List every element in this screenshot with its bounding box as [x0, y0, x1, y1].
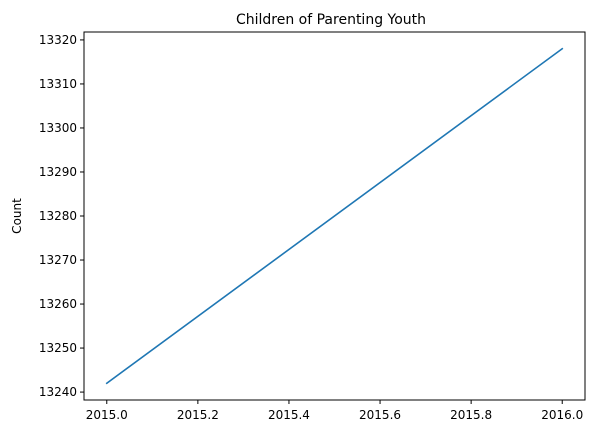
y-tick-label: 13300: [39, 121, 77, 135]
x-tick-label: 2016.0: [541, 408, 583, 422]
y-axis-ticks: 13240 13250 13260 13270 13280 13290 13300 13310…: [39, 33, 84, 399]
x-tick-label: 2015.4: [268, 408, 310, 422]
y-tick-label: 13290: [39, 165, 77, 179]
x-tick-label: 2015.6: [359, 408, 401, 422]
x-tick-label: 2015.8: [450, 408, 492, 422]
y-tick-label: 13280: [39, 209, 77, 223]
chart-title: Children of Parenting Youth: [236, 12, 426, 28]
y-tick-label: 13270: [39, 253, 77, 267]
y-tick-label: 13240: [39, 385, 77, 399]
plot-frame: [83, 31, 586, 401]
x-tick-label: 2015.0: [86, 408, 128, 422]
y-tick-label: 13260: [39, 297, 77, 311]
y-tick-label: 13310: [39, 77, 77, 91]
y-axis-label: Count: [10, 198, 24, 234]
x-tick-label: 2015.2: [177, 408, 219, 422]
y-tick-label: 13250: [39, 341, 77, 355]
y-tick-label: 13320: [39, 33, 77, 47]
x-axis-ticks: 2015.0 2015.2 2015.4 2015.6 2015.8 2016.0: [86, 400, 583, 422]
series-layer: [105, 47, 564, 385]
series-line: [105, 47, 564, 385]
